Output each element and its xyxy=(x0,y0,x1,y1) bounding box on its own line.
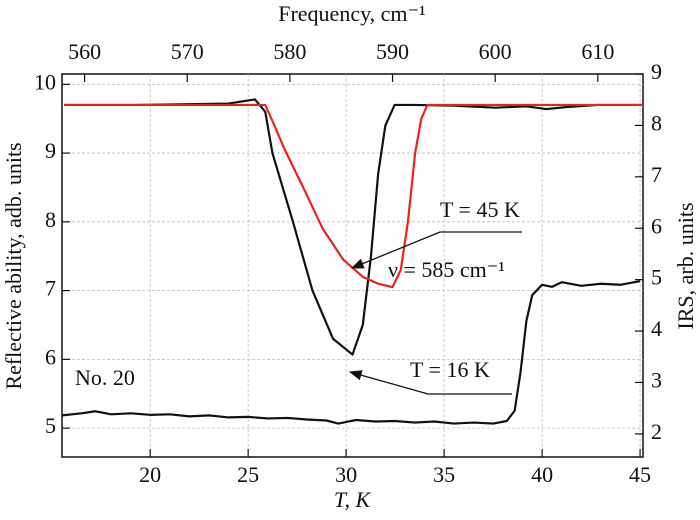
y2-tick-label: 5 xyxy=(651,265,662,290)
plot-frame xyxy=(61,73,644,458)
y2-tick-label: 9 xyxy=(651,59,662,84)
x2-tick-label: 590 xyxy=(376,39,409,64)
x2-tick-label: 580 xyxy=(273,39,306,64)
y-tick-label: 5 xyxy=(45,413,56,438)
x2-tick-label: 570 xyxy=(171,39,204,64)
x2-tick-label: 600 xyxy=(479,39,512,64)
annotation: T = 16 K xyxy=(410,357,490,382)
x-tick-label: 30 xyxy=(335,462,357,487)
data-line xyxy=(64,103,643,289)
annotation: ν = 585 cm⁻¹ xyxy=(388,257,505,282)
annotation: No. 20 xyxy=(75,365,135,390)
x-tick-label: 45 xyxy=(629,462,651,487)
x-tick-label: 40 xyxy=(531,462,553,487)
y-tick-label: 9 xyxy=(45,138,56,163)
x-axis-title: T, K xyxy=(334,487,372,512)
y-axis-title: Reflective ability, adb. units xyxy=(1,142,26,389)
y2-tick-label: 7 xyxy=(651,162,662,187)
x2-tick-label: 560 xyxy=(68,39,101,64)
y-tick-label: 7 xyxy=(45,276,56,301)
data-line xyxy=(61,280,641,425)
x-tick-label: 35 xyxy=(433,462,455,487)
x2-axis-title: Frequency, cm⁻¹ xyxy=(278,1,426,26)
y2-tick-label: 2 xyxy=(651,419,662,444)
annotation: T = 45 K xyxy=(440,197,520,222)
y-tick-label: 10 xyxy=(34,69,56,94)
y2-tick-label: 8 xyxy=(651,110,662,135)
y2-tick-label: 3 xyxy=(651,368,662,393)
x-tick-label: 25 xyxy=(237,462,259,487)
x2-tick-label: 610 xyxy=(581,39,614,64)
x-tick-label: 20 xyxy=(139,462,161,487)
arrow xyxy=(348,370,512,395)
data-line xyxy=(64,98,643,356)
y2-tick-label: 6 xyxy=(651,213,662,238)
y-tick-label: 6 xyxy=(45,344,56,369)
y2-axis-title: IRS, arb. units xyxy=(673,202,698,329)
y2-tick-label: 4 xyxy=(651,316,662,341)
y-tick-label: 8 xyxy=(45,207,56,232)
arrow xyxy=(350,231,522,269)
